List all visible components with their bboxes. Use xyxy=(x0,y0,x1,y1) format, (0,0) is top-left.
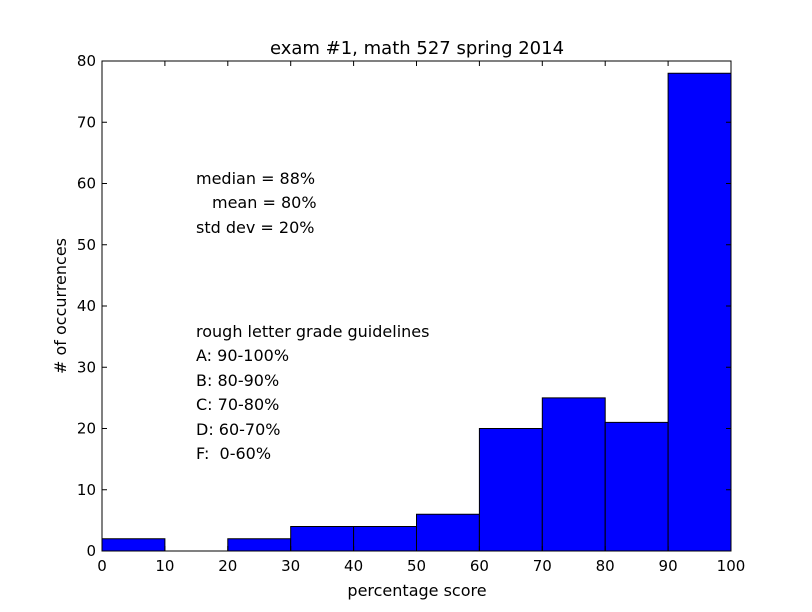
guidelines-title: rough letter grade guidelines xyxy=(196,322,429,341)
y-axis-label: # of occurrences xyxy=(51,238,70,374)
x-tick-label: 20 xyxy=(218,557,237,575)
y-tick-label: 10 xyxy=(77,481,96,499)
bars-group xyxy=(101,72,732,552)
histogram-bar xyxy=(416,513,480,552)
x-axis-label: percentage score xyxy=(347,581,486,600)
y-tick-label: 30 xyxy=(77,358,96,376)
y-tick-label: 70 xyxy=(77,113,96,131)
x-tick-label: 60 xyxy=(470,557,489,575)
y-tick-label: 20 xyxy=(77,420,96,438)
y-tick-label: 40 xyxy=(77,297,96,315)
histogram-bar xyxy=(604,421,669,552)
y-tick-label: 0 xyxy=(86,542,96,560)
histogram-bar xyxy=(101,538,166,552)
std-dev-text: std dev = 20% xyxy=(196,218,314,237)
plot-frame xyxy=(101,60,732,552)
histogram-bar xyxy=(478,428,543,552)
ticks-group: 0 10 20 30 40 50 60 70 80 90 100 0 10 20 30 40 50 60 70 80 xyxy=(77,52,745,575)
histogram-bar xyxy=(353,526,418,552)
histogram-bar xyxy=(227,538,292,552)
x-tick-label: 50 xyxy=(407,557,426,575)
x-tick-label: 40 xyxy=(344,557,363,575)
x-tick-label: 90 xyxy=(659,557,678,575)
mean-text: mean = 80% xyxy=(212,193,317,212)
guideline-b: B: 80-90% xyxy=(196,371,279,390)
histogram-bar xyxy=(667,72,732,552)
chart-title: exam #1, math 527 spring 2014 xyxy=(270,38,564,59)
guideline-d: D: 60-70% xyxy=(196,420,281,439)
x-tick-label: 70 xyxy=(533,557,552,575)
x-tick-label: 10 xyxy=(155,557,174,575)
y-tick-label: 80 xyxy=(77,52,96,70)
guideline-a: A: 90-100% xyxy=(196,346,289,365)
guideline-f: F: 0-60% xyxy=(196,444,271,463)
guideline-c: C: 70-80% xyxy=(196,395,279,414)
median-text: median = 88% xyxy=(196,169,315,188)
x-tick-label: 30 xyxy=(281,557,300,575)
histogram-bar xyxy=(541,397,606,552)
y-tick-label: 60 xyxy=(77,175,96,193)
y-tick-label: 50 xyxy=(77,236,96,254)
grade-guidelines-annotation: rough letter grade guidelines A: 90-100%… xyxy=(196,322,429,463)
x-tick-label: 0 xyxy=(97,557,107,575)
x-tick-label: 80 xyxy=(596,557,615,575)
histogram-bar xyxy=(290,526,355,552)
stats-annotation: median = 88% mean = 80% std dev = 20% xyxy=(196,169,317,237)
x-tick-label: 100 xyxy=(717,557,746,575)
